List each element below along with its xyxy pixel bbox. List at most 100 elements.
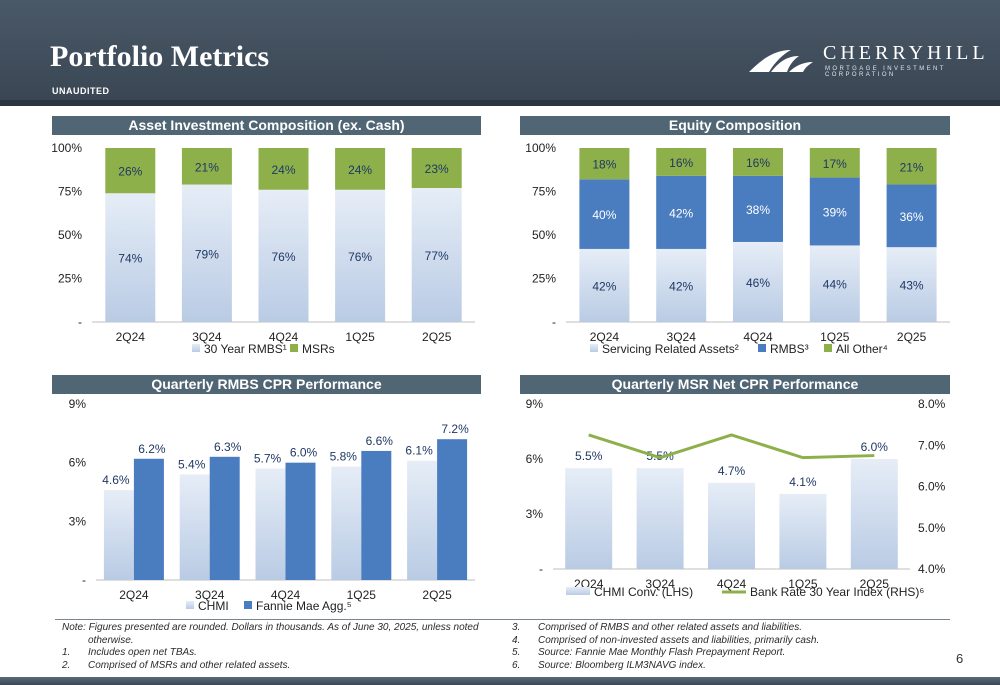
- page-title: Portfolio Metrics: [50, 40, 270, 73]
- equity-xtick-label: 2Q25: [897, 330, 927, 344]
- rmbs_cpr-xtick-label: 1Q25: [347, 588, 377, 602]
- footer-bar: [0, 677, 1000, 685]
- equity-data-label: 44%: [823, 278, 847, 292]
- rmbs_cpr-xtick-label: 2Q24: [119, 588, 149, 602]
- msr_cpr-ytick-label: 3%: [526, 507, 544, 521]
- rmbs_cpr-data-label: 4.6%: [102, 473, 130, 487]
- rmbs_cpr-legend-label: Fannie Mae Agg.⁵: [256, 599, 352, 613]
- rmbs_cpr-bar: [331, 466, 362, 580]
- note-num: 1.: [62, 647, 71, 658]
- equity-ytick-label: 50%: [532, 228, 556, 242]
- note-text: Source: Bloomberg ILM3NAVG index.: [538, 659, 706, 671]
- notes-left: Note: Figures presented are rounded. Dol…: [62, 622, 507, 672]
- equity-xtick-label: 4Q24: [743, 330, 773, 344]
- msr_cpr-data-label: 4.7%: [718, 464, 746, 478]
- rmbs_cpr-bar: [407, 460, 438, 580]
- asset-data-label: 77%: [425, 249, 449, 263]
- asset-bar-segment: [258, 148, 309, 190]
- rmbs_cpr-data-label: 6.6%: [366, 434, 394, 448]
- msr_cpr-data-label: 4.1%: [789, 475, 817, 489]
- msr_cpr-y2tick-label: 5.0%: [918, 521, 946, 535]
- header-divider: [0, 100, 1000, 106]
- rmbs_cpr-data-label: 5.8%: [330, 450, 358, 464]
- equity-bar-segment: [886, 148, 937, 185]
- rmbs_cpr-data-label: 6.0%: [290, 446, 318, 460]
- equity-legend-label: All Other⁴: [836, 342, 888, 356]
- asset-ytick-label: 50%: [58, 228, 82, 242]
- asset-bar-segment: [258, 189, 309, 322]
- equity-xtick-label: 3Q24: [667, 330, 697, 344]
- rmbs_cpr-data-label: 6.2%: [138, 442, 166, 456]
- equity-bar-segment: [733, 241, 783, 322]
- msr_cpr-ytick-label: -: [539, 562, 543, 576]
- asset-data-label: 21%: [195, 160, 219, 174]
- logo-tagline: MORTGAGE INVESTMENT CORPORATION: [825, 66, 946, 78]
- note-num: 5.: [512, 647, 521, 658]
- rmbs_cpr-bar: [361, 450, 392, 580]
- equity-bar-segment: [579, 248, 630, 322]
- equity-bar-segment: [656, 248, 707, 322]
- page-number: 6: [956, 651, 964, 666]
- asset-bar-segment: [411, 188, 462, 322]
- note-text: Comprised of RMBS and other related asse…: [538, 622, 803, 633]
- msr_cpr-y2tick-label: 7.0%: [918, 438, 946, 452]
- asset-xtick-label: 4Q24: [269, 330, 299, 344]
- rmbs_cpr-ytick-label: 9%: [69, 397, 87, 411]
- equity-data-label: 17%: [823, 157, 847, 171]
- msr_cpr-xtick-label: 2Q25: [860, 577, 890, 591]
- asset-bar-segment: [181, 184, 232, 322]
- equity-legend-label: RMBS³: [770, 342, 809, 356]
- equity-data-label: 42%: [669, 206, 693, 220]
- msr_cpr-xtick-label: 3Q24: [645, 577, 675, 591]
- notes-divider: [55, 619, 950, 620]
- equity-data-label: 16%: [746, 156, 770, 170]
- note-text: Includes open net TBAs.: [88, 647, 197, 658]
- asset-chart-title: Asset Investment Composition (ex. Cash): [52, 116, 481, 135]
- equity-bar-segment: [656, 175, 707, 249]
- equity-bar-segment: [733, 148, 783, 176]
- asset-legend-swatch: [290, 344, 298, 352]
- charts-canvas: - 25% 50% 75% 100% 2Q24 3Q24 4Q24 1Q25 2Q25 74% 26%…: [51, 141, 950, 613]
- msr_cpr-ytick-label: 6%: [526, 452, 544, 466]
- equity-bar-segment: [579, 179, 630, 249]
- equity-data-label: 16%: [669, 156, 693, 170]
- equity-data-label: 38%: [746, 203, 770, 217]
- equity-bar-segment: [656, 148, 707, 176]
- rmbs_cpr-xtick-label: 4Q24: [271, 588, 301, 602]
- msr-cpr-chart-title: Quarterly MSR Net CPR Performance: [520, 375, 950, 394]
- note-num: 6.: [512, 659, 521, 671]
- note-row-6: 6. Source: Bloomberg ILM3NAVG index.: [512, 660, 932, 673]
- asset-bar-segment: [411, 148, 462, 189]
- equity-bar-segment: [579, 148, 630, 180]
- asset-data-label: 24%: [271, 163, 295, 177]
- rmbs-cpr-chart-title: Quarterly RMBS CPR Performance: [52, 375, 481, 394]
- msr_cpr-bar: [565, 468, 613, 569]
- equity-data-label: 46%: [746, 276, 770, 290]
- note-row-4: 4. Comprised of non-invested assets and l…: [512, 635, 932, 648]
- rmbs_cpr-xtick-label: 3Q24: [195, 588, 225, 602]
- msr_cpr-data-label: 6.0%: [861, 440, 889, 454]
- equity-ytick-label: 75%: [532, 185, 556, 199]
- msr_cpr-ytick-label: 9%: [526, 397, 544, 411]
- rmbs_cpr-bar: [209, 456, 240, 580]
- msr_cpr-xtick-label: 1Q25: [788, 577, 818, 591]
- equity-legend-swatch: [590, 344, 598, 352]
- asset-xtick-label: 3Q24: [192, 330, 222, 344]
- equity-xtick-label: 2Q24: [590, 330, 620, 344]
- equity-bar-segment: [886, 184, 937, 248]
- note-text: Source: Fannie Mae Monthly Flash Prepaym…: [538, 647, 786, 658]
- msr_cpr-y2tick-label: 4.0%: [918, 562, 946, 576]
- equity-data-label: 21%: [900, 160, 924, 174]
- equity-data-label: 18%: [592, 158, 616, 172]
- msr_cpr-legend-label: Bank Rate 30 Year Index (RHS)⁶: [750, 585, 924, 599]
- equity-bar-segment: [733, 175, 783, 242]
- equity-bar-segment: [809, 148, 860, 178]
- asset-bar-segment: [105, 148, 156, 194]
- asset-data-label: 26%: [118, 165, 142, 179]
- asset-data-label: 74%: [118, 252, 142, 266]
- equity-data-label: 36%: [900, 210, 924, 224]
- rmbs_cpr-bar: [133, 458, 164, 580]
- rmbs_cpr-bar: [255, 468, 286, 580]
- note-num: 4.: [512, 634, 521, 646]
- rmbs_cpr-data-label: 7.2%: [441, 422, 469, 436]
